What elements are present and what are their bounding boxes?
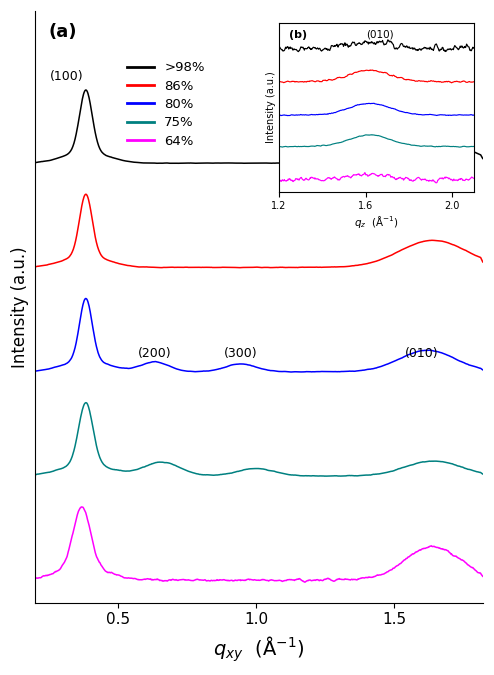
Text: (010): (010) [405,348,439,360]
X-axis label: $q_{xy}$  (Å$^{-1}$): $q_{xy}$ (Å$^{-1}$) [213,634,304,664]
Legend: >98%, 86%, 80%, 75%, 64%: >98%, 86%, 80%, 75%, 64% [122,56,210,153]
Text: (300): (300) [224,348,257,360]
Y-axis label: Intensity (a.u.): Intensity (a.u.) [11,246,29,368]
Text: (a): (a) [48,23,77,41]
Text: (100): (100) [50,70,83,83]
Text: (200): (200) [138,348,172,360]
